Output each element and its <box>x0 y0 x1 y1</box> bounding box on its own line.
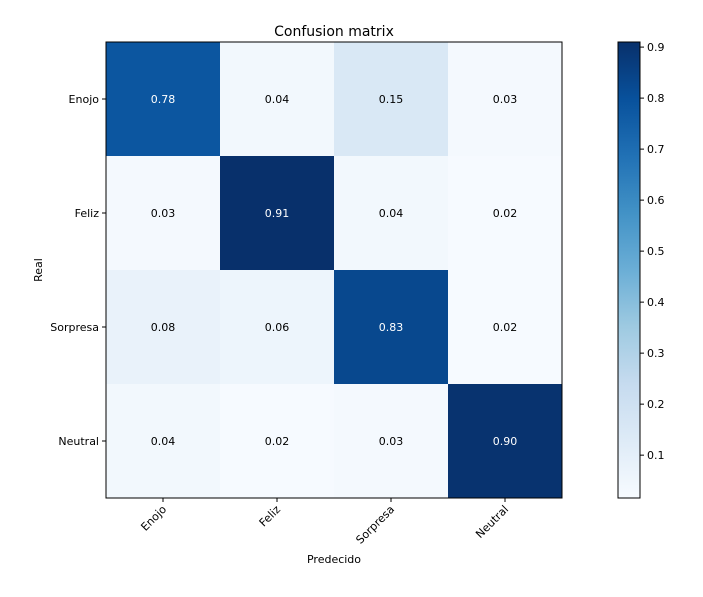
heatmap-cell <box>106 156 221 271</box>
heatmap-cell <box>448 384 563 499</box>
colorbar-tick-label: 0.1 <box>647 449 665 462</box>
x-ticks: Enojo Feliz Sorpresa Neutral <box>138 498 511 547</box>
colorbar-tick-label: 0.4 <box>647 296 665 309</box>
heatmap-cell <box>448 270 563 385</box>
cell-value-label: 0.91 <box>265 207 290 220</box>
colorbar-tick-label: 0.2 <box>647 398 665 411</box>
y-ticks: Enojo Feliz Sorpresa Neutral <box>50 93 106 448</box>
y-tick-label: Neutral <box>58 435 99 448</box>
cell-value-label: 0.90 <box>493 435 518 448</box>
x-tick-label: Neutral <box>473 503 511 541</box>
cell-value-label: 0.03 <box>379 435 404 448</box>
heatmap-cell <box>334 156 449 271</box>
cell-value-label: 0.04 <box>379 207 404 220</box>
colorbar <box>617 41 641 499</box>
heatmap-cell <box>334 270 449 385</box>
cell-value-label: 0.06 <box>265 321 290 334</box>
heatmap-cell <box>220 384 335 499</box>
heatmap-cell <box>220 156 335 271</box>
cell-value-label: 0.03 <box>151 207 176 220</box>
cell-value-label: 0.02 <box>493 321 518 334</box>
colorbar-tick-label: 0.6 <box>647 194 665 207</box>
chart-title: Confusion matrix <box>274 24 394 40</box>
heatmap-cell <box>220 270 335 385</box>
y-axis-label: Real <box>32 258 45 282</box>
cell-value-label: 0.04 <box>265 93 290 106</box>
heatmap-cell <box>448 42 563 157</box>
heatmap-cell <box>106 42 221 157</box>
cell-value-label: 0.02 <box>265 435 290 448</box>
y-tick-label: Feliz <box>75 207 100 220</box>
cell-value-label: 0.02 <box>493 207 518 220</box>
x-tick-label: Enojo <box>138 503 169 534</box>
y-tick-label: Enojo <box>69 93 100 106</box>
cell-value-label: 0.03 <box>493 93 518 106</box>
colorbar-tick-label: 0.9 <box>647 41 665 54</box>
x-axis-label: Predecido <box>307 553 361 566</box>
y-tick-label: Sorpresa <box>50 321 99 334</box>
heatmap-cell <box>448 156 563 271</box>
x-tick-label: Sorpresa <box>353 503 397 547</box>
cell-value-label: 0.78 <box>151 93 176 106</box>
heatmap-cell <box>334 42 449 157</box>
colorbar-tick-label: 0.5 <box>647 245 665 258</box>
heatmap-cell <box>334 384 449 499</box>
heatmap-cell <box>106 270 221 385</box>
cell-value-label: 0.15 <box>379 93 404 106</box>
cell-value-label: 0.04 <box>151 435 176 448</box>
colorbar-tick-label: 0.7 <box>647 143 665 156</box>
x-tick-label: Feliz <box>257 503 284 530</box>
cell-value-label: 0.83 <box>379 321 404 334</box>
heatmap-cell <box>220 42 335 157</box>
colorbar-tick-label: 0.3 <box>647 347 665 360</box>
heatmap-cell <box>106 384 221 499</box>
cell-value-label: 0.08 <box>151 321 176 334</box>
colorbar-tick-label: 0.8 <box>647 92 665 105</box>
colorbar-ticks: 0.1 0.2 0.3 0.4 0.5 0.6 0.7 0.8 0.9 <box>640 41 665 462</box>
plot-frame <box>105 41 563 499</box>
heatmap-cells: 0.78 0.04 0.15 0.03 0.03 0.91 0.04 0.02 0.08 0.06… <box>106 42 563 499</box>
